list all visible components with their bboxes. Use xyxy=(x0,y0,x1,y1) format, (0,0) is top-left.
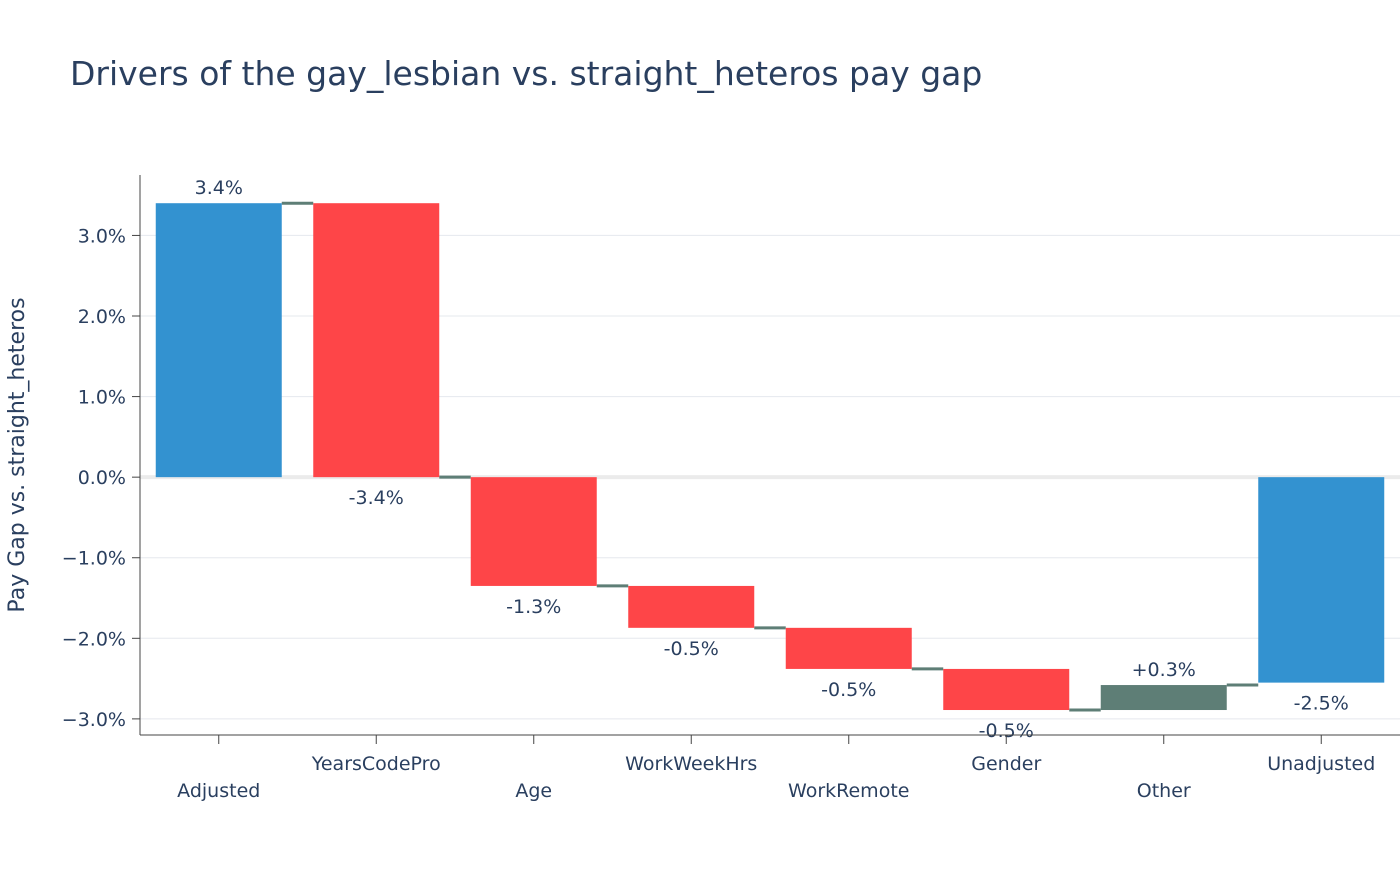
x-tick-label: Gender xyxy=(971,753,1041,775)
bar-other xyxy=(1100,685,1227,711)
y-tick-label: 2.0% xyxy=(78,306,126,328)
data-label: -1.3% xyxy=(506,596,561,618)
y-tick-label: 0.0% xyxy=(78,467,126,489)
y-tick-label: 3.0% xyxy=(78,225,126,247)
x-tick-label: Unadjusted xyxy=(1267,753,1375,775)
data-label: 3.4% xyxy=(195,177,243,199)
x-tick-label: WorkWeekHrs xyxy=(625,753,757,775)
data-labels: 3.4% -3.4% -1.3% -0.5% -0.5% -0.5% +0.3% -2.5% xyxy=(195,177,1349,742)
data-label: -0.5% xyxy=(979,720,1034,742)
data-label: +0.3% xyxy=(1132,659,1196,681)
data-label: -3.4% xyxy=(349,487,404,509)
data-label: -0.5% xyxy=(664,638,719,660)
bar-adjusted xyxy=(155,203,282,478)
bar-age xyxy=(470,477,597,586)
bar-workremote xyxy=(785,627,912,669)
x-ticks: Adjusted YearsCodePro Age WorkWeekHrs WorkRe… xyxy=(177,735,1375,802)
connectors xyxy=(281,201,1259,712)
x-tick-label: YearsCodePro xyxy=(311,753,441,775)
x-tick-label: Adjusted xyxy=(177,780,260,802)
axes xyxy=(139,175,1400,736)
y-tick-label: −3.0% xyxy=(62,709,126,731)
bar-gender xyxy=(943,668,1070,711)
x-tick-label: Other xyxy=(1137,780,1191,802)
y-tick-label: 1.0% xyxy=(78,387,126,409)
x-tick-label: WorkRemote xyxy=(788,780,909,802)
y-ticks: 3.0% 2.0% 1.0% 0.0% −1.0% −2.0% −3.0% xyxy=(62,225,140,731)
x-tick-label: Age xyxy=(515,780,552,802)
data-label: -0.5% xyxy=(821,679,876,701)
bar-unadjusted xyxy=(1258,477,1385,683)
data-label: -2.5% xyxy=(1294,693,1349,715)
chart-title: Drivers of the gay_lesbian vs. straight_… xyxy=(70,54,983,93)
bars xyxy=(155,203,1385,711)
y-axis-title: Pay Gap vs. straight_heteros xyxy=(5,297,30,612)
y-tick-label: −2.0% xyxy=(62,628,126,650)
bar-workweekhrs xyxy=(628,585,755,628)
bar-yearscodepro xyxy=(313,203,440,478)
y-tick-label: −1.0% xyxy=(62,548,126,570)
